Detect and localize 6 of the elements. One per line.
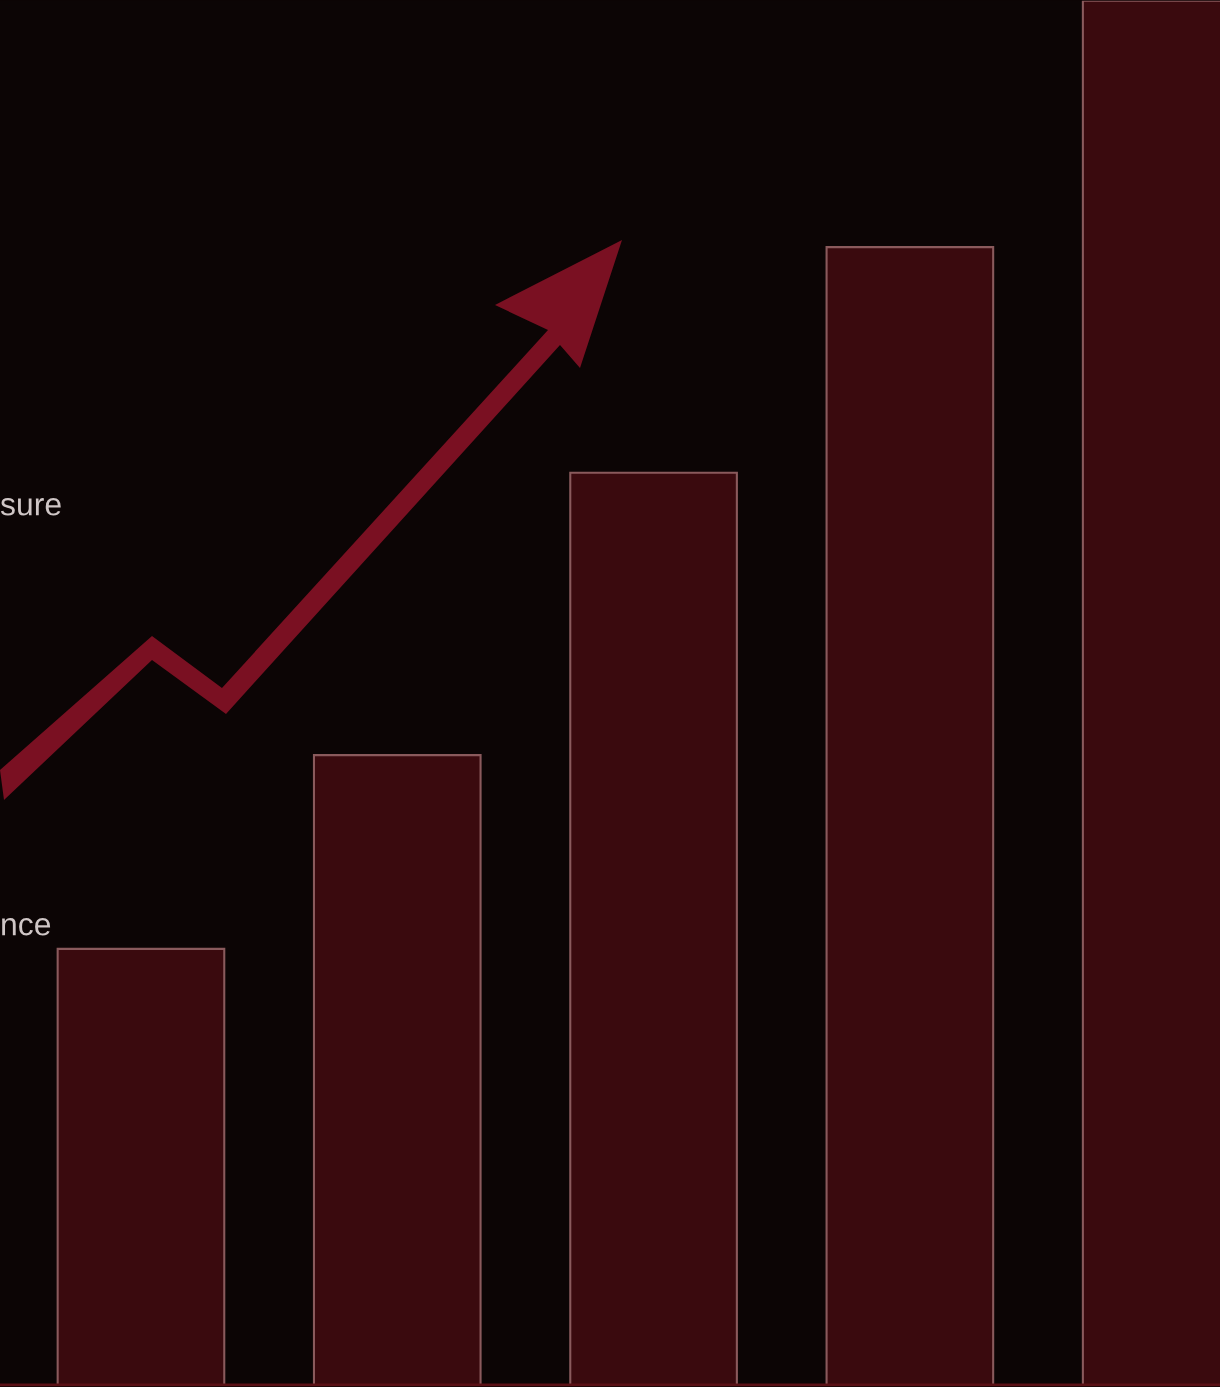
bar xyxy=(56,947,226,1385)
annotation: sure xyxy=(0,498,61,516)
bar xyxy=(825,246,995,1385)
bar xyxy=(312,754,482,1385)
bar xyxy=(569,471,738,1385)
annotation: nce xyxy=(2,918,51,936)
